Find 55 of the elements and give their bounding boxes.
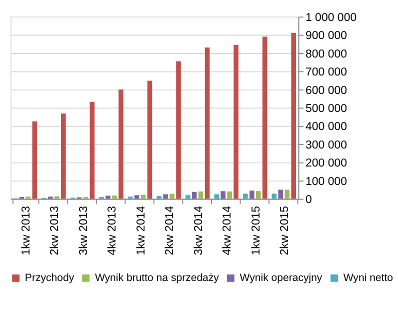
bar (134, 195, 140, 199)
bar (214, 194, 220, 199)
x-tick-label: 4kw 2014 (222, 205, 234, 256)
y-tick-label: 900 000 (305, 30, 348, 42)
y-tick-label: 800 000 (305, 48, 348, 60)
bar (140, 194, 146, 199)
bar (256, 191, 261, 199)
x-tick-label: 1kw 2013 (20, 206, 32, 256)
bar (32, 121, 38, 199)
y-tick-label: 100 000 (305, 176, 348, 188)
y-tick-label: 500 000 (305, 102, 348, 115)
bar (249, 190, 254, 199)
bar (291, 32, 296, 199)
y-tick-label: 600 000 (305, 84, 348, 97)
y-tick-label: 1 000 000 (305, 12, 357, 24)
bar (118, 89, 124, 199)
bar (170, 194, 174, 199)
bar (106, 196, 110, 199)
bar (204, 48, 210, 199)
bar (227, 192, 232, 199)
x-tick-label: 2kw 2014 (164, 205, 176, 256)
y-tick-label: 0 (305, 194, 312, 206)
y-tick-label: 200 000 (305, 158, 348, 170)
bar (61, 114, 66, 199)
bar (272, 194, 277, 199)
bar (156, 196, 162, 199)
x-tick-label: 2kw 2015 (279, 206, 292, 256)
x-tick-label: 1kw 2014 (135, 205, 148, 256)
bar (192, 192, 197, 199)
bar (220, 191, 226, 199)
bar (242, 194, 248, 199)
bar (198, 192, 204, 199)
x-tick-label: 1kw 2015 (250, 206, 262, 256)
bar (278, 190, 284, 199)
legend-label: Wynik operacyjny (240, 272, 323, 284)
legend-label: Przychody (24, 272, 75, 284)
legend-label: Wyni netto (343, 272, 394, 284)
x-tick-label: 4kw 2013 (106, 206, 119, 256)
x-tick-label: 2kw 2013 (49, 206, 62, 256)
bar (163, 194, 168, 199)
x-tick-label: 3kw 2013 (78, 206, 90, 256)
bar (185, 195, 190, 199)
y-tick-label: 400 000 (305, 121, 348, 134)
x-tick-label: 3kw 2014 (192, 205, 205, 256)
bar (54, 196, 60, 199)
bar (262, 36, 268, 199)
bar (112, 196, 117, 199)
bar (147, 80, 152, 199)
bar (234, 44, 238, 199)
bar (176, 61, 181, 199)
legend-label: Wynik brutto na sprzedaży (94, 272, 220, 284)
bar (90, 102, 95, 199)
y-tick-label: 700 000 (305, 66, 348, 79)
bar (284, 190, 290, 199)
y-tick-label: 300 000 (305, 139, 348, 152)
